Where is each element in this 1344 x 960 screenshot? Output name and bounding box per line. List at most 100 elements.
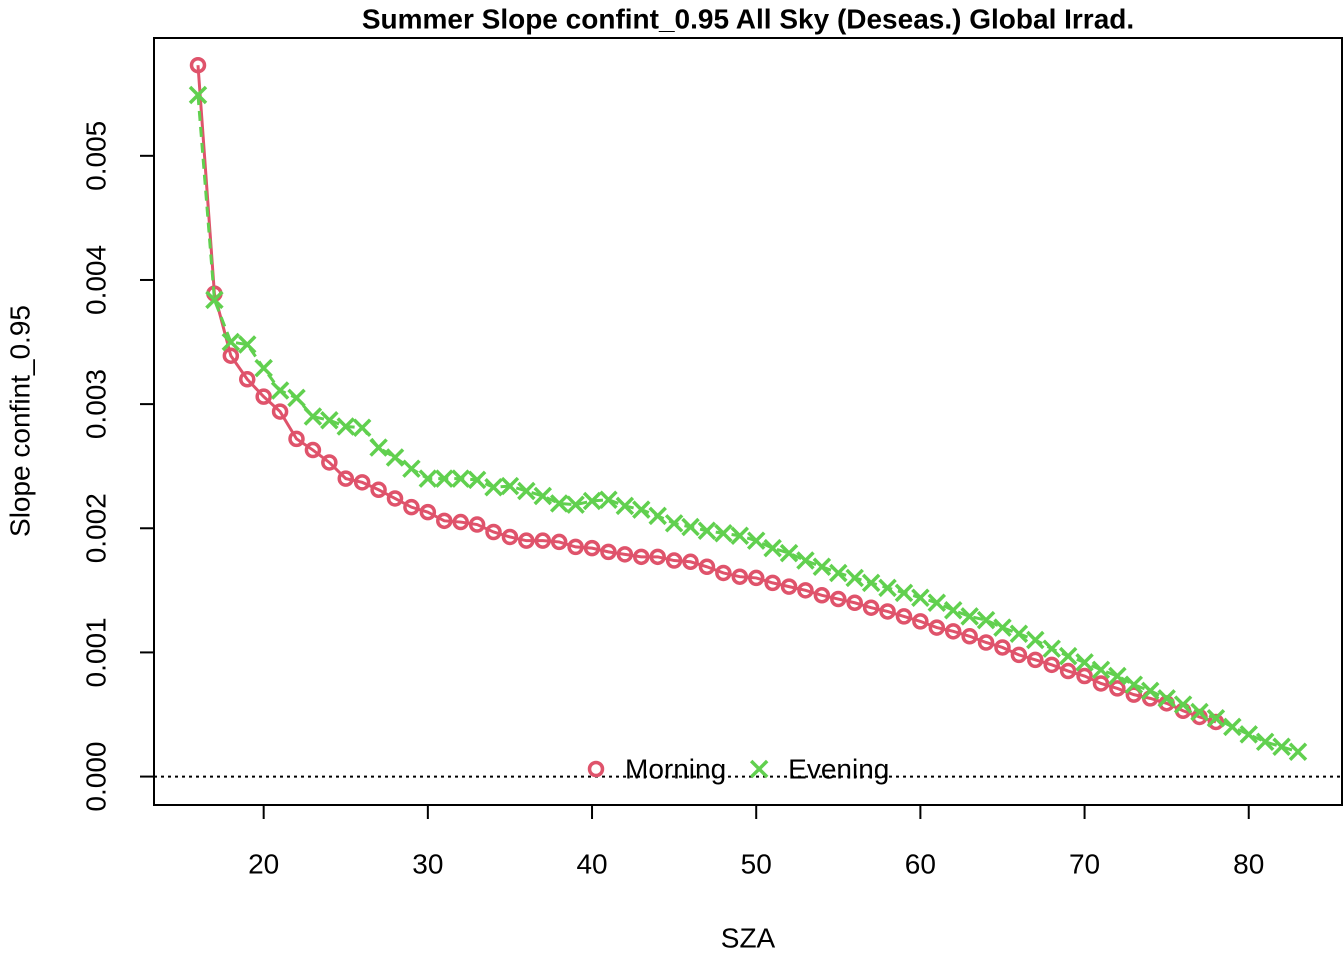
point	[928, 619, 946, 636]
point	[222, 347, 240, 364]
chart-title: Summer Slope confint_0.95 All Sky (Desea…	[362, 3, 1134, 34]
y-tick-label: 0.000	[80, 742, 111, 812]
point	[352, 418, 372, 437]
point	[912, 613, 929, 630]
point	[944, 623, 962, 640]
point	[797, 582, 814, 599]
point	[566, 495, 585, 514]
point	[1239, 725, 1258, 744]
point	[369, 438, 388, 457]
point	[633, 548, 650, 566]
point	[714, 523, 733, 543]
point	[221, 332, 241, 352]
point	[1206, 708, 1226, 728]
point	[467, 470, 487, 490]
point	[1092, 675, 1110, 692]
x-tick-label: 40	[576, 848, 607, 879]
point	[1207, 713, 1225, 731]
point	[587, 760, 605, 778]
point	[993, 618, 1012, 637]
point	[1027, 651, 1044, 669]
point	[518, 532, 535, 549]
point	[320, 411, 339, 430]
point	[1141, 681, 1160, 701]
point	[549, 494, 569, 513]
point	[861, 573, 881, 593]
point	[1091, 660, 1111, 680]
point	[796, 551, 815, 570]
point	[435, 469, 454, 488]
point	[697, 521, 717, 540]
plot-frame	[153, 37, 1343, 806]
point	[1108, 666, 1127, 686]
point	[468, 516, 486, 533]
point	[615, 496, 635, 516]
point	[879, 603, 896, 620]
point	[943, 600, 963, 620]
point	[749, 759, 769, 779]
point	[845, 568, 864, 588]
point	[682, 553, 699, 571]
point	[894, 583, 914, 603]
point	[533, 486, 553, 506]
point	[1075, 653, 1094, 672]
point	[452, 513, 469, 531]
point	[1157, 689, 1176, 708]
point	[500, 476, 520, 496]
point	[649, 548, 666, 566]
legend-label: Evening	[788, 753, 889, 784]
point	[747, 569, 765, 587]
point	[1288, 742, 1308, 761]
point	[780, 578, 798, 595]
point	[1059, 662, 1077, 680]
point	[715, 564, 732, 582]
point	[846, 594, 863, 612]
point	[303, 407, 323, 426]
x-tick-label: 20	[248, 848, 279, 879]
point	[600, 543, 617, 561]
point	[501, 528, 519, 546]
point	[862, 599, 880, 616]
point	[1109, 680, 1126, 697]
point	[321, 454, 338, 471]
point	[254, 358, 273, 378]
point	[648, 506, 667, 526]
point	[336, 417, 355, 436]
point	[632, 500, 651, 519]
point	[779, 543, 799, 563]
point	[385, 448, 405, 467]
point	[813, 587, 831, 604]
point	[1058, 646, 1078, 666]
point	[829, 563, 848, 583]
point	[616, 546, 634, 563]
point	[271, 403, 289, 420]
x-tick-label: 50	[741, 848, 772, 879]
point	[1173, 695, 1193, 714]
point	[270, 381, 290, 400]
point	[1010, 646, 1028, 664]
point	[386, 490, 404, 507]
y-tick-label: 0.002	[80, 493, 111, 563]
point	[287, 388, 306, 408]
point	[1042, 639, 1061, 658]
x-tick-label: 70	[1069, 848, 1100, 879]
point	[451, 469, 470, 488]
point	[239, 371, 256, 388]
y-tick-label: 0.003	[80, 369, 111, 439]
point	[1076, 667, 1093, 685]
point	[1125, 686, 1143, 703]
point	[419, 503, 437, 521]
y-tick-label: 0.004	[80, 245, 111, 315]
point	[402, 459, 421, 478]
point	[517, 481, 536, 501]
point	[1272, 737, 1291, 757]
point	[484, 478, 503, 497]
point	[895, 608, 913, 625]
y-tick-label: 0.005	[80, 121, 111, 191]
point	[698, 558, 716, 576]
point	[288, 430, 305, 448]
point	[681, 517, 700, 537]
point	[960, 607, 979, 626]
